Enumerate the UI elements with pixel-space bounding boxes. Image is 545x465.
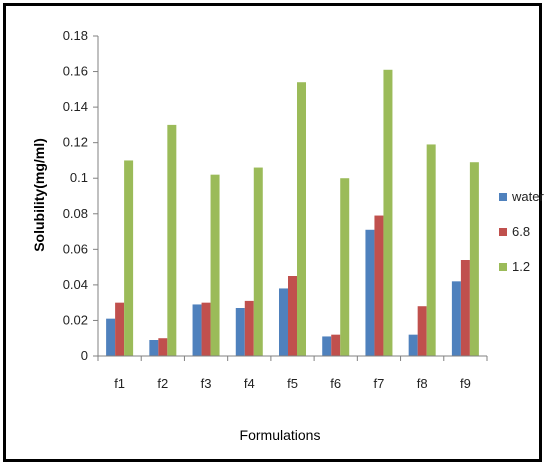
x-tick-label: f4: [244, 376, 255, 391]
bar-6-8-f1: [115, 302, 125, 356]
y-axis-title: Solubility(mg/ml): [31, 138, 47, 252]
bar-1-2-f6: [340, 178, 350, 356]
y-tick-label: 0.18: [63, 28, 88, 43]
y-tick-label: 0: [81, 348, 88, 363]
bar-6-8-f9: [460, 260, 470, 356]
bar-water-f6: [322, 336, 332, 356]
bar-water-f8: [408, 334, 418, 356]
y-tick-label: 0.12: [63, 135, 88, 150]
chart-frame: [3, 3, 542, 462]
y-tick-label: 0.06: [63, 241, 88, 256]
x-tick-label: f2: [157, 376, 168, 391]
y-tick-label: 0.14: [63, 99, 88, 114]
bar-1-2-f5: [297, 82, 306, 356]
x-axis-title: Formulations: [240, 427, 321, 443]
legend-swatch: [499, 228, 507, 236]
legend-label: 1.2: [512, 259, 530, 274]
plot-area: [106, 69, 479, 357]
y-axis: 0 0.02 0.04 0.06 0.08 0.1 0.12 0.14 0.16 0.18: [63, 28, 99, 363]
y-tick-label: 0.02: [63, 312, 88, 327]
x-tick-label: f9: [460, 376, 471, 391]
x-tick-label: f6: [330, 376, 341, 391]
legend-swatch: [499, 193, 507, 201]
bar-1-2-f8: [426, 144, 436, 356]
bar-6-8-f6: [331, 334, 341, 356]
y-tick-label: 0.04: [63, 277, 88, 292]
bar-6-8-f8: [417, 306, 427, 356]
bar-1-2-f2: [167, 124, 177, 356]
bar-1-2-f3: [210, 174, 220, 356]
bar-1-2-f4: [253, 167, 263, 356]
legend-label: water: [511, 189, 544, 204]
x-tick-label: f3: [201, 376, 212, 391]
legend-label: 6.8: [512, 224, 530, 239]
legend: water 6.8 1.2: [499, 189, 544, 274]
bar-water-f5: [279, 288, 288, 356]
bar-1-2-f9: [469, 162, 479, 356]
x-tick-label: f1: [114, 376, 125, 391]
bar-water-f2: [149, 340, 159, 356]
bar-water-f3: [192, 304, 202, 356]
bar-6-8-f3: [201, 302, 211, 356]
y-tick-label: 0.08: [63, 206, 88, 221]
x-tick-label: f7: [374, 376, 385, 391]
legend-swatch: [499, 263, 507, 271]
bar-water-f9: [451, 281, 461, 356]
x-tick-label: f8: [417, 376, 428, 391]
bar-1-2-f7: [383, 69, 393, 357]
bar-6-8-f2: [158, 338, 168, 356]
y-tick-label: 0.16: [63, 64, 88, 79]
bar-water-f1: [106, 318, 116, 356]
bar-6-8-f4: [244, 300, 254, 356]
x-axis: f1 f2 f3 f4 f5 f6 f7 f8 f9: [97, 355, 488, 391]
bar-water-f7: [365, 229, 375, 356]
bar-6-8-f5: [288, 276, 297, 356]
bar-6-8-f7: [374, 215, 384, 356]
bar-1-2-f1: [124, 160, 134, 356]
bar-water-f4: [235, 308, 245, 356]
x-tick-label: f5: [287, 376, 298, 391]
y-tick-label: 0.1: [70, 170, 88, 185]
